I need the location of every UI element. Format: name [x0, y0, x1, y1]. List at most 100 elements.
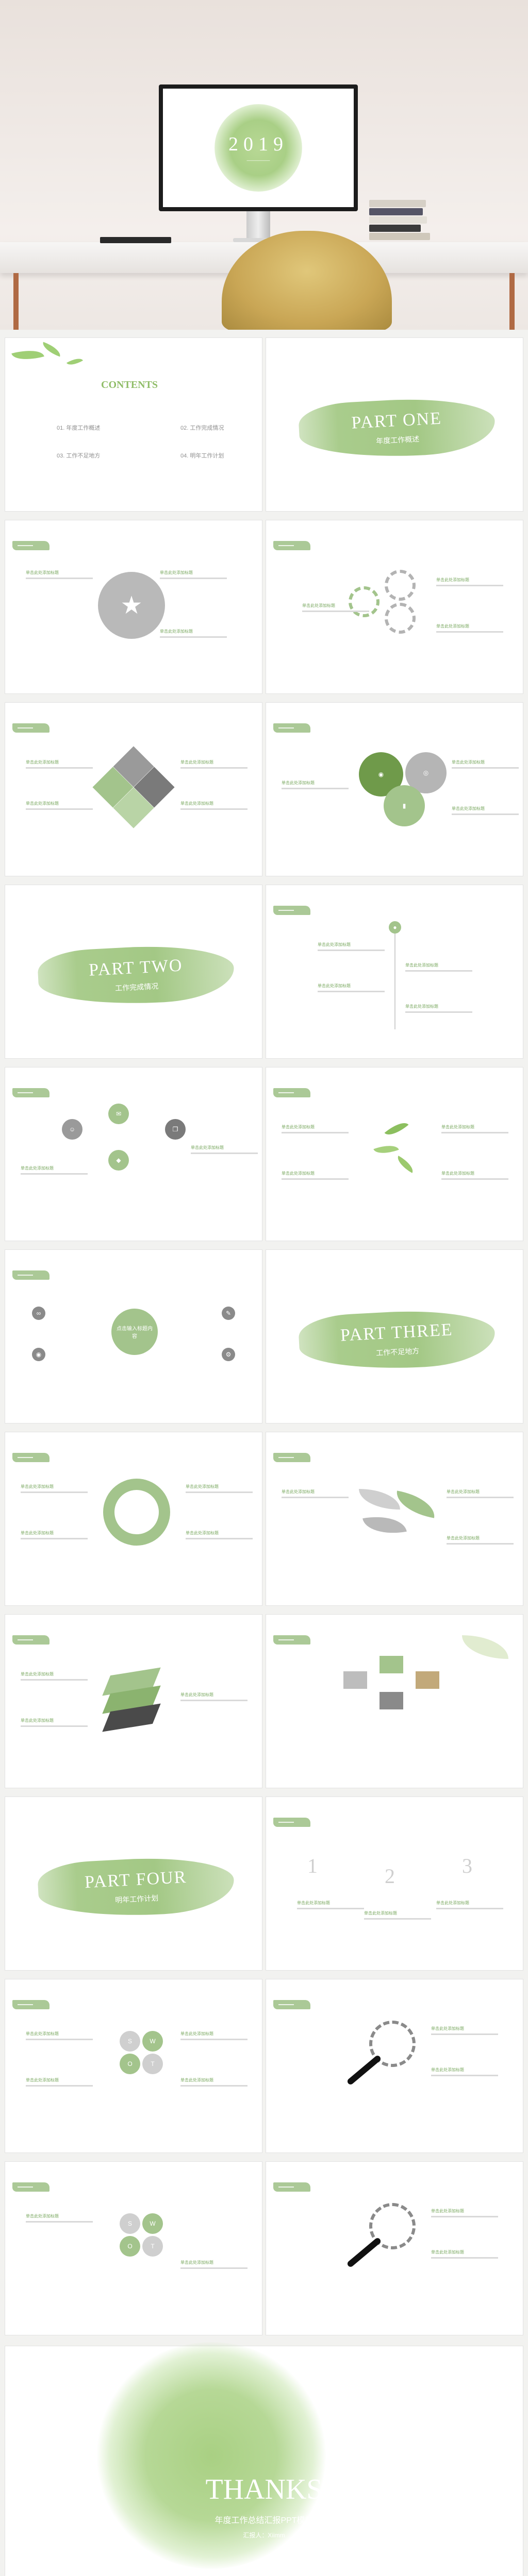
title-tag — [273, 2000, 310, 2009]
cover-subtitle: ————— — [246, 158, 270, 163]
text-block: 单击此处添加标题 — [282, 1171, 349, 1182]
slide-numbered-steps: 1 2 3 单击此处添加标题 单击此处添加标题 单击此处添加标题 — [266, 1797, 523, 1970]
part-title: PART THREE — [340, 1320, 454, 1345]
keyboard — [100, 237, 171, 243]
slide-car-gears: 单击此处添加标题 单击此处添加标题 单击此处添加标题 — [266, 520, 523, 693]
text-block: 单击此处添加标题 — [21, 1165, 88, 1177]
part-banner: PART FOUR 明年工作计划 — [37, 1854, 236, 1921]
slide-petal-flower: 单击此处添加标题 单击此处添加标题 单击此处添加标题 — [266, 1432, 523, 1605]
title-tag — [12, 1453, 50, 1462]
text-block: 单击此处添加标题 — [160, 629, 227, 640]
cycle-box — [380, 1656, 403, 1673]
part-banner: PART THREE 工作不足地方 — [298, 1307, 497, 1374]
swot-o: O — [120, 2054, 140, 2074]
title-tag — [12, 2000, 50, 2009]
text-block: 单击此处添加标题 — [186, 1484, 253, 1495]
part-banner: PART TWO 工作完成情况 — [37, 942, 236, 1009]
text-block: 单击此处添加标题 — [441, 1124, 508, 1136]
text-block: 单击此处添加标题 — [26, 570, 93, 581]
leaf-icon — [11, 345, 44, 365]
text-block: 单击此处添加标题 — [282, 1124, 349, 1136]
part-title: PART TWO — [88, 956, 184, 980]
title-tag — [273, 723, 310, 733]
chat-icon: ✉ — [108, 1104, 129, 1124]
swot-s: S — [120, 2213, 140, 2234]
text-block: 单击此处添加标题 — [282, 780, 349, 791]
text-block: 单击此处添加标题 — [318, 983, 385, 994]
step-number: 1 — [307, 1854, 318, 1877]
text-block: 单击此处添加标题 — [297, 1900, 364, 1911]
text-block: 单击此处添加标题 — [26, 2213, 93, 2225]
text-block: 单击此处添加标题 — [180, 2077, 248, 2089]
monitor-stand — [246, 211, 270, 240]
swot-w: W — [142, 2031, 163, 2052]
title-tag — [273, 1818, 310, 1827]
petal-shape — [359, 1489, 400, 1510]
step-number: 2 — [385, 1865, 395, 1888]
timeline-line — [394, 926, 395, 1029]
title-tag — [273, 906, 310, 915]
swot-t: T — [142, 2236, 163, 2257]
eye-icon: ◉ — [32, 1348, 45, 1361]
book-stack — [369, 200, 430, 242]
contents-item[interactable]: 02. 工作完成情况 — [180, 425, 224, 431]
title-tag — [12, 1088, 50, 1097]
slide-pin-network: ☺ ✉ ❐ ◆ 单击此处添加标题 单击此处添加标题 — [5, 1067, 262, 1241]
leaf-icon — [373, 1141, 399, 1158]
swot-s: S — [120, 2031, 140, 2052]
title-tag — [12, 2182, 50, 2192]
title-tag — [273, 1088, 310, 1097]
mic-icon: ● — [389, 921, 401, 934]
desk-leg — [13, 273, 19, 330]
magnifier-handle — [346, 2236, 382, 2268]
contents-item[interactable]: 04. 明年工作计划 — [180, 453, 224, 459]
text-block: 单击此处添加标题 — [431, 2249, 498, 2261]
slide-diamonds: 单击此处添加标题 单击此处添加标题 单击此处添加标题 单击此处添加标题 — [5, 703, 262, 876]
gear-icon — [369, 2203, 416, 2249]
slide-part-four: PART FOUR 明年工作计划 — [5, 1797, 262, 1970]
part-subtitle: 工作完成情况 — [114, 982, 159, 993]
contents-item[interactable]: 01. 年度工作概述 — [57, 425, 101, 431]
link-icon: ∞ — [32, 1307, 45, 1320]
text-block: 单击此处添加标题 — [21, 1484, 88, 1495]
text-block: 单击此处添加标题 — [191, 1145, 258, 1156]
part-title: PART FOUR — [84, 1867, 188, 1892]
slide-boxes-cycle — [266, 1615, 523, 1788]
book-icon: ❐ — [165, 1119, 186, 1140]
cycle-box — [343, 1671, 367, 1689]
text-block: 单击此处添加标题 — [180, 1692, 248, 1703]
star-circle: ★ — [98, 572, 165, 639]
center-title-circle: 点击输入标题内容 — [111, 1309, 158, 1355]
slide-swot: S W O T 单击此处添加标题 单击此处添加标题 单击此处添加标题 单击此处添… — [5, 1979, 262, 2153]
gear-icon — [369, 2021, 416, 2067]
people-icon: ☺ — [62, 1119, 82, 1140]
gear-icon — [385, 570, 416, 601]
title-tag — [273, 2182, 310, 2192]
gear-icon — [349, 586, 380, 617]
thanks-title: THANKS — [205, 2473, 323, 2505]
text-block: 单击此处添加标题 — [26, 759, 93, 771]
watercolor-blob — [93, 2342, 330, 2569]
text-block: 单击此处添加标题 — [405, 962, 472, 974]
text-block: 单击此处添加标题 — [26, 2031, 93, 2042]
part-title: PART ONE — [351, 409, 442, 433]
slide-part-three: PART THREE 工作不足地方 — [266, 1250, 523, 1423]
text-block: 单击此处添加标题 — [447, 1535, 514, 1547]
text-block: 单击此处添加标题 — [431, 2208, 498, 2219]
thanks-subtitle: 年度工作总结汇报PPT模板 — [214, 2516, 314, 2525]
text-block: 单击此处添加标题 — [160, 570, 227, 581]
contents-item[interactable]: 03. 工作不足地方 — [57, 453, 101, 459]
text-block: 单击此处添加标题 — [180, 801, 248, 812]
swot-w: W — [142, 2213, 163, 2234]
text-block: 单击此处添加标题 — [21, 1671, 88, 1683]
slide-layers: 单击此处添加标题 单击此处添加标题 单击此处添加标题 — [5, 1615, 262, 1788]
petal-shape — [393, 1490, 438, 1518]
gear-icon — [385, 603, 416, 634]
text-block: 单击此处添加标题 — [364, 1910, 431, 1922]
leaf-icon — [40, 342, 63, 357]
slide-three-circles: ◉ ◎ ▮ 单击此处添加标题 单击此处添加标题 单击此处添加标题 — [266, 703, 523, 876]
part-banner: PART ONE 年度工作概述 — [298, 395, 497, 462]
settings-icon: ⚙ — [222, 1348, 235, 1361]
cycle-box — [380, 1692, 403, 1709]
slide-part-one: PART ONE 年度工作概述 — [266, 338, 523, 511]
